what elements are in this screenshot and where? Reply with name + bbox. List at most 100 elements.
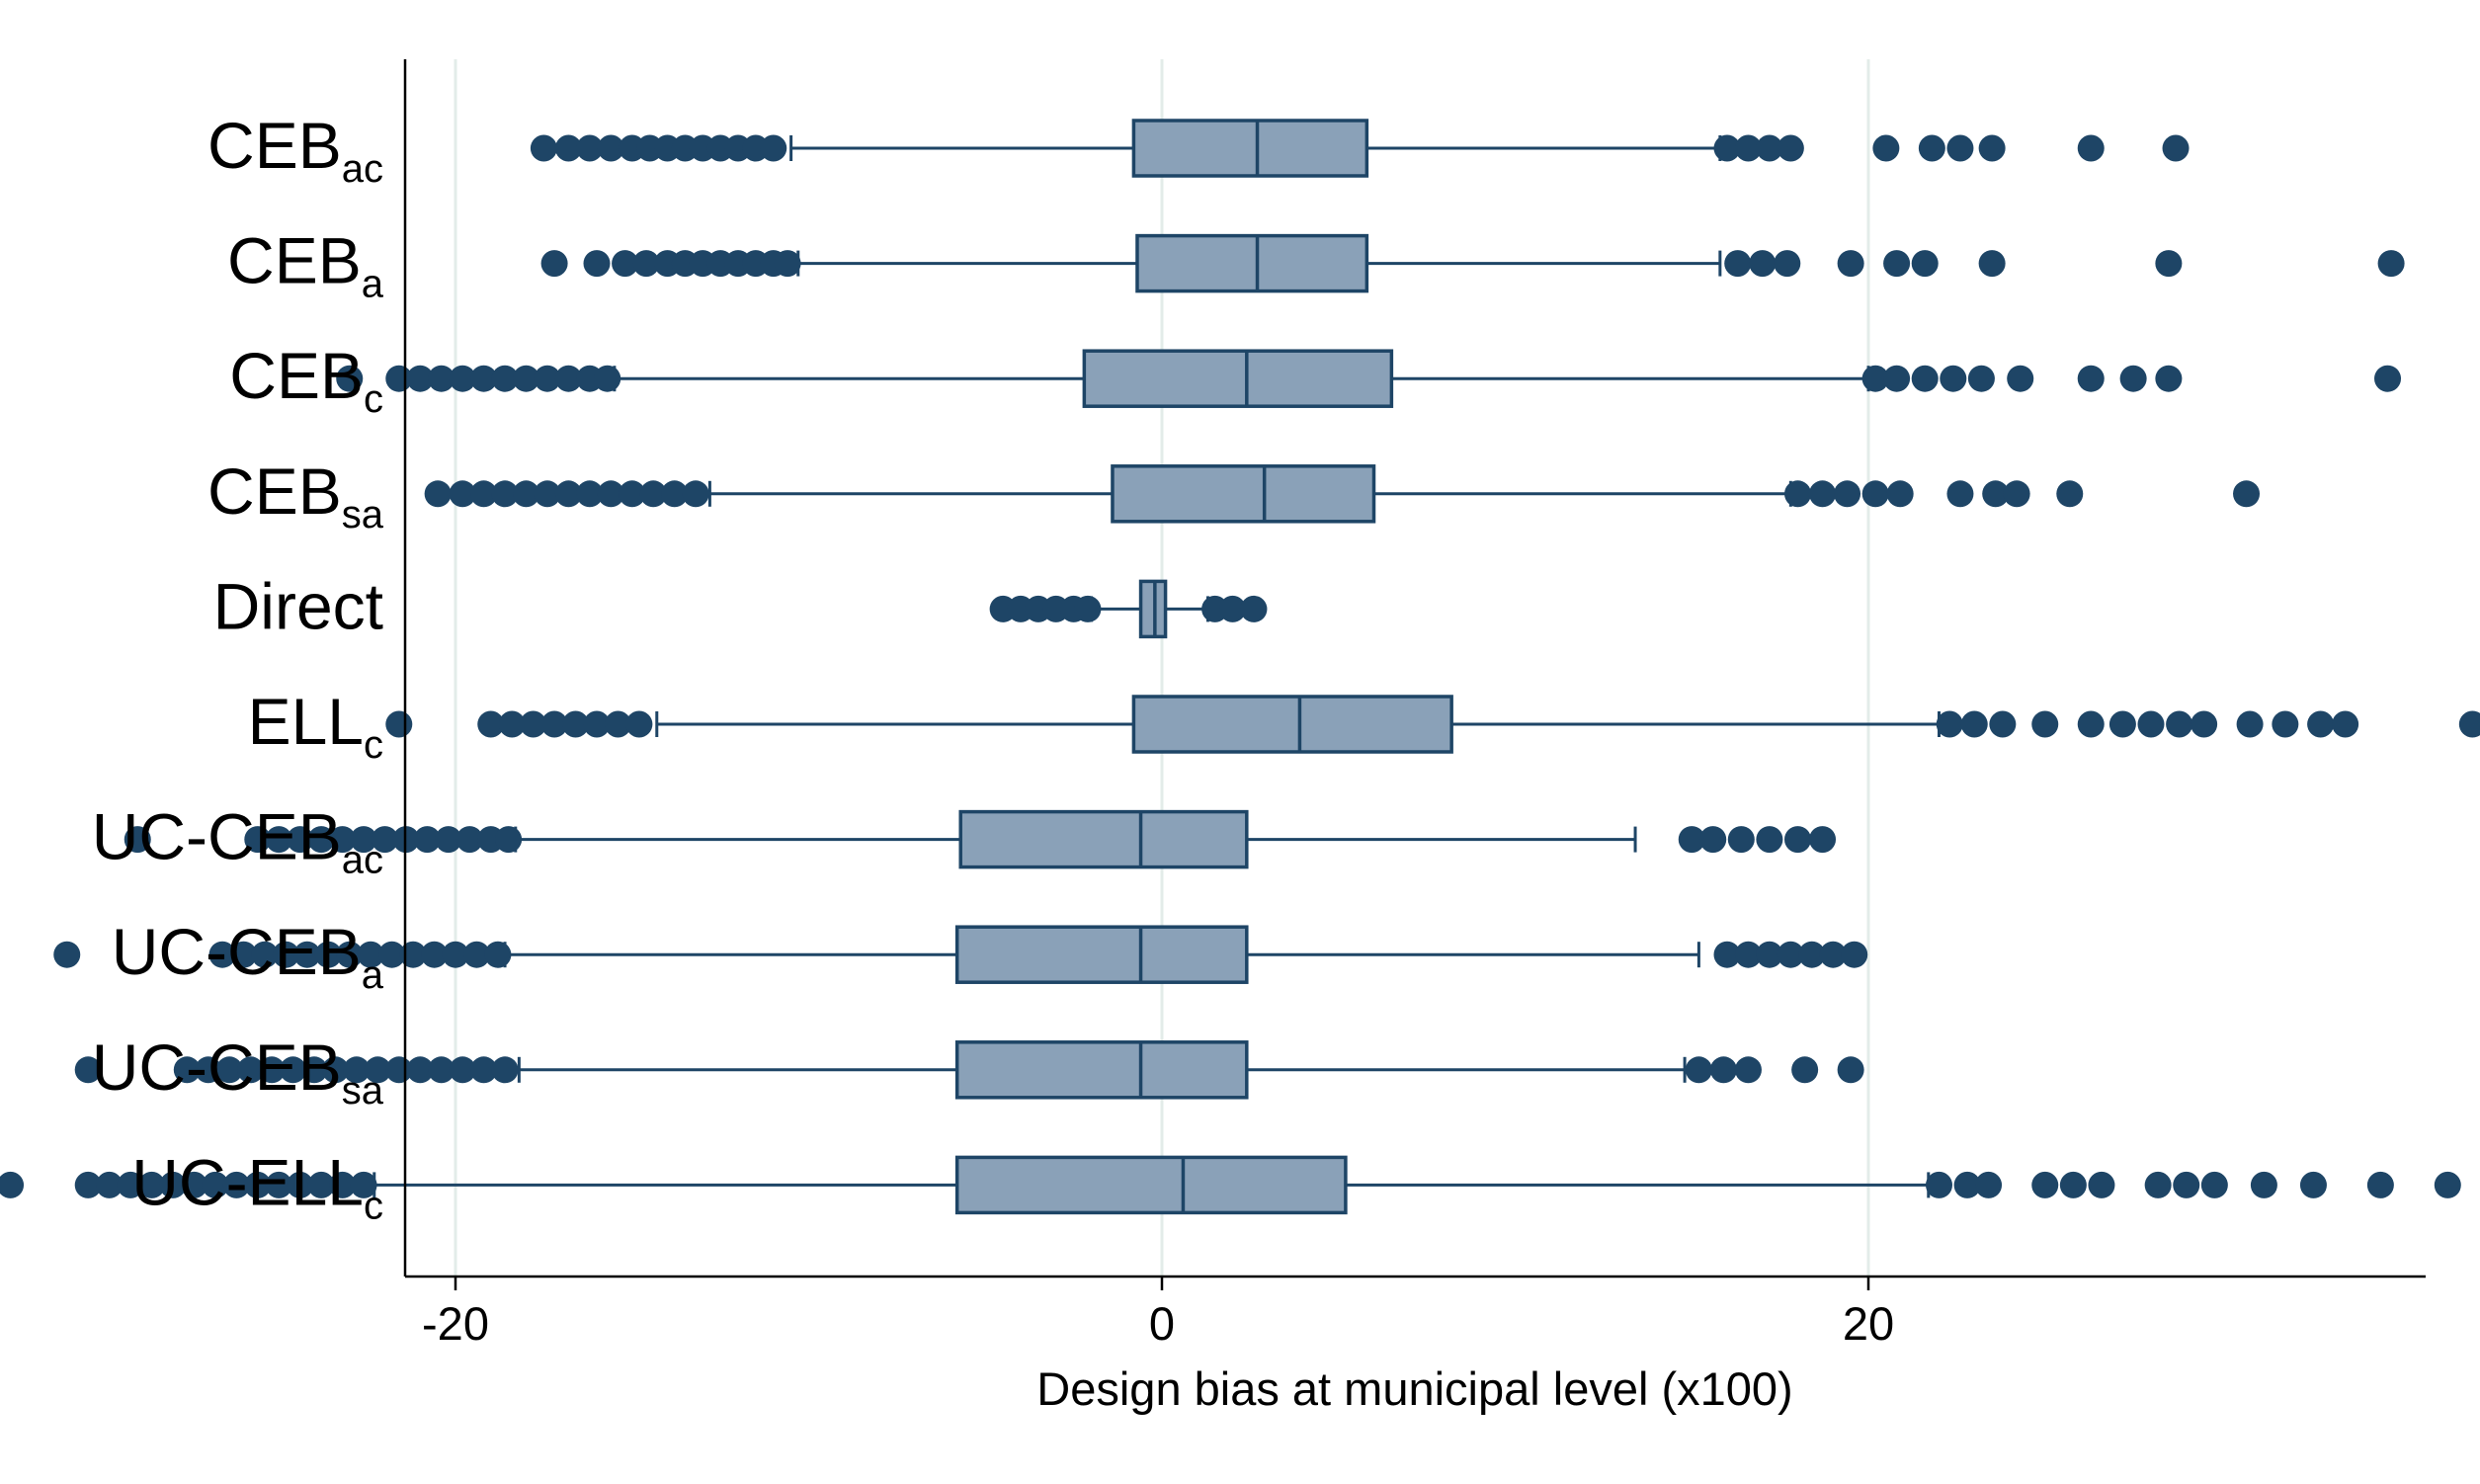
outlier-uc-ceba-19 — [1798, 941, 1826, 968]
outlier-uc-ellc-12 — [244, 1171, 272, 1198]
outlier-uc-ellc-29 — [2366, 1171, 2394, 1198]
box-direct — [1138, 579, 1168, 639]
outlier-ellc-0 — [385, 710, 413, 738]
box-uc-cebac — [958, 809, 1249, 869]
outlier-cebsa-4 — [513, 480, 539, 508]
outlier-uc-cebac-17 — [1756, 826, 1783, 854]
category-label-uc-cebac: UC-CEBac — [92, 800, 383, 882]
outlier-uc-ellc-14 — [287, 1171, 314, 1198]
outlier-uc-ceba-17 — [1756, 941, 1783, 968]
outlier-ellc-16 — [2166, 710, 2193, 738]
outlier-uc-ellc-20 — [1975, 1171, 2003, 1198]
outlier-uc-cebac-11 — [455, 826, 483, 854]
outlier-uc-ceba-5 — [293, 941, 321, 968]
outlier-uc-cebsa-4 — [237, 1056, 265, 1084]
outlier-cebsa-2 — [470, 480, 498, 508]
outlier-ellc-18 — [2236, 710, 2264, 738]
outlier-cebsa-12 — [682, 480, 709, 508]
outlier-cebac-20 — [1978, 134, 2006, 162]
outlier-cebc-4 — [449, 365, 476, 392]
outlier-uc-cebac-7 — [372, 826, 398, 854]
outlier-cebc-16 — [1967, 365, 1995, 392]
outlier-uc-ellc-30 — [2434, 1171, 2461, 1198]
outlier-ellc-10 — [1960, 710, 1988, 738]
outlier-cebsa-21 — [2056, 480, 2084, 508]
x-tick-label--20: -20 — [422, 1297, 489, 1350]
category-label-ellc: ELLc — [248, 685, 383, 767]
outlier-uc-cebsa-3 — [215, 1056, 243, 1084]
outlier-uc-ceba-10 — [399, 941, 427, 968]
outlier-cebsa-20 — [2003, 480, 2030, 508]
outlier-cebc-9 — [554, 365, 582, 392]
outlier-ellc-17 — [2191, 710, 2218, 738]
outlier-uc-ellc-7 — [138, 1171, 166, 1198]
outlier-cebc-12 — [1861, 365, 1889, 392]
outlier-cebc-14 — [1911, 365, 1939, 392]
outlier-uc-cebac-6 — [350, 826, 377, 854]
outlier-uc-cebsa-21 — [1837, 1056, 1864, 1084]
outlier-uc-ceba-18 — [1777, 941, 1804, 968]
outlier-uc-ceba-13 — [462, 941, 490, 968]
box-uc-ceba — [954, 925, 1249, 984]
series-ellc — [385, 695, 2480, 754]
outlier-ellc-21 — [2332, 710, 2359, 738]
x-axis-title: Design bias at municipal level (x100) — [1036, 1362, 1792, 1415]
outlier-uc-cebac-13 — [495, 826, 523, 854]
outlier-ellc-9 — [1936, 710, 1963, 738]
box-uc-cebsa — [954, 1040, 1249, 1100]
outlier-cebac-0 — [530, 134, 557, 162]
outlier-uc-ceba-0 — [53, 941, 81, 968]
outlier-cebc-19 — [2119, 365, 2147, 392]
outlier-ceba-20 — [2377, 250, 2405, 278]
outlier-ceba-3 — [632, 250, 660, 278]
outlier-cebc-2 — [406, 365, 434, 392]
outlier-ceba-11 — [774, 250, 801, 278]
outlier-ellc-12 — [2031, 710, 2059, 738]
outlier-uc-cebsa-14 — [449, 1056, 476, 1084]
outlier-direct-7 — [1219, 595, 1246, 622]
outlier-uc-cebsa-18 — [1709, 1056, 1737, 1084]
outlier-uc-ceba-20 — [1819, 941, 1847, 968]
outlier-cebac-15 — [1756, 134, 1783, 162]
box-layer — [0, 119, 2480, 1215]
outlier-uc-ellc-16 — [329, 1171, 357, 1198]
outlier-ellc-6 — [583, 710, 611, 738]
outlier-cebsa-14 — [1809, 480, 1837, 508]
series-direct — [989, 579, 1268, 639]
outlier-cebsa-3 — [491, 480, 519, 508]
outlier-uc-ellc-4 — [74, 1171, 102, 1198]
x-tick-label-0: 0 — [1149, 1297, 1175, 1350]
outlier-uc-cebac-5 — [329, 826, 357, 854]
outlier-ellc-1 — [477, 710, 505, 738]
outlier-ceba-12 — [1724, 250, 1752, 278]
outlier-cebsa-7 — [576, 480, 604, 508]
outlier-uc-ceba-11 — [421, 941, 449, 968]
box-uc-ellc — [954, 1155, 1348, 1215]
outlier-uc-cebsa-12 — [406, 1056, 434, 1084]
outlier-ceba-1 — [583, 250, 611, 278]
outlier-cebc-3 — [428, 365, 455, 392]
outlier-uc-ceba-8 — [357, 941, 384, 968]
outlier-uc-ellc-9 — [180, 1171, 207, 1198]
outlier-cebsa-13 — [1784, 480, 1811, 508]
outlier-cebc-20 — [2155, 365, 2183, 392]
outlier-cebc-7 — [513, 365, 539, 392]
outlier-uc-cebsa-7 — [300, 1056, 328, 1084]
outlier-uc-ellc-21 — [2031, 1171, 2059, 1198]
outlier-ceba-19 — [2155, 250, 2183, 278]
outlier-cebc-11 — [594, 365, 621, 392]
outlier-uc-ceba-21 — [1841, 941, 1868, 968]
series-uc-cebac — [124, 809, 1837, 869]
outlier-ellc-11 — [1989, 710, 2017, 738]
outlier-cebac-12 — [760, 134, 787, 162]
outlier-uc-ceba-15 — [1713, 941, 1741, 968]
outlier-cebsa-0 — [424, 480, 452, 508]
outlier-cebc-13 — [1883, 365, 1911, 392]
outlier-uc-ceba-12 — [442, 941, 469, 968]
outlier-ceba-13 — [1749, 250, 1777, 278]
outlier-cebsa-15 — [1834, 480, 1861, 508]
category-label-cebac: CEBac — [207, 109, 383, 191]
outlier-ellc-7 — [604, 710, 631, 738]
